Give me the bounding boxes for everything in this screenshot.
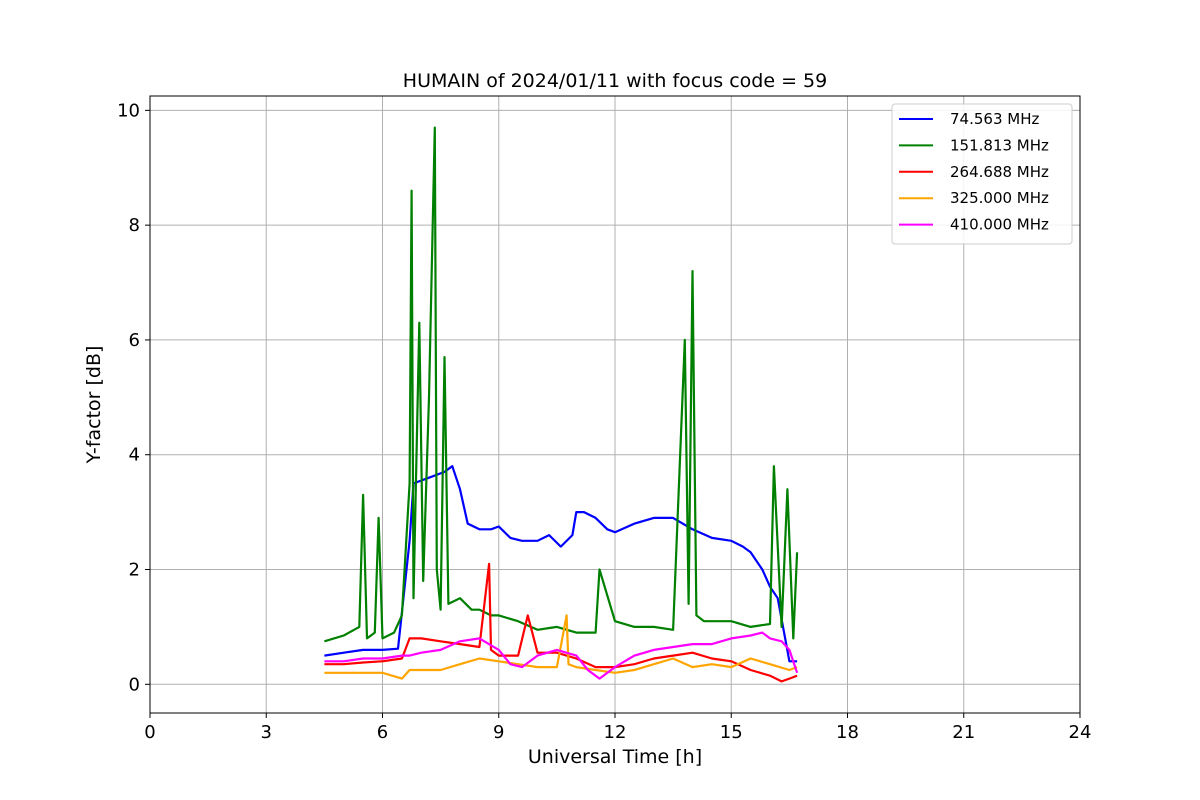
series-line-3	[324, 614, 798, 680]
legend: 74.563 MHz 151.813 MHz 264.688 MHz 325.000 …	[891, 103, 1073, 245]
legend-label: 264.688 MHz	[950, 163, 1049, 181]
legend-label: 74.563 MHz	[950, 110, 1039, 128]
series-line-1	[324, 126, 799, 643]
x-tick-label: 12	[604, 722, 627, 743]
x-tick-label: 0	[144, 722, 155, 743]
series-line-2	[324, 562, 798, 683]
y-tick-label: 6	[129, 330, 140, 351]
series-layer	[324, 126, 799, 683]
x-tick-label: 21	[952, 722, 975, 743]
x-tick-label: 9	[493, 722, 504, 743]
legend-label: 410.000 MHz	[950, 216, 1049, 234]
y-tick-label: 0	[129, 674, 140, 695]
y-tick-label: 10	[117, 100, 140, 121]
y-tick-label: 8	[129, 215, 140, 236]
x-tick-label: 24	[1069, 722, 1092, 743]
series-line-4	[324, 631, 799, 680]
legend-label: 151.813 MHz	[950, 136, 1049, 154]
series-line-0	[324, 465, 798, 663]
legend-box	[891, 103, 1073, 245]
y-axis-label: Y-factor [dB]	[83, 346, 105, 465]
x-tick-label: 6	[377, 722, 388, 743]
x-tick-label: 15	[720, 722, 743, 743]
chart-title: HUMAIN of 2024/01/11 with focus code = 5…	[403, 70, 827, 92]
x-tick-label: 18	[836, 722, 859, 743]
y-tick-label: 4	[129, 445, 140, 466]
legend-label: 325.000 MHz	[950, 189, 1049, 207]
y-tick-label: 2	[129, 560, 140, 581]
x-axis-label: Universal Time [h]	[528, 746, 702, 768]
x-tick-label: 3	[261, 722, 272, 743]
